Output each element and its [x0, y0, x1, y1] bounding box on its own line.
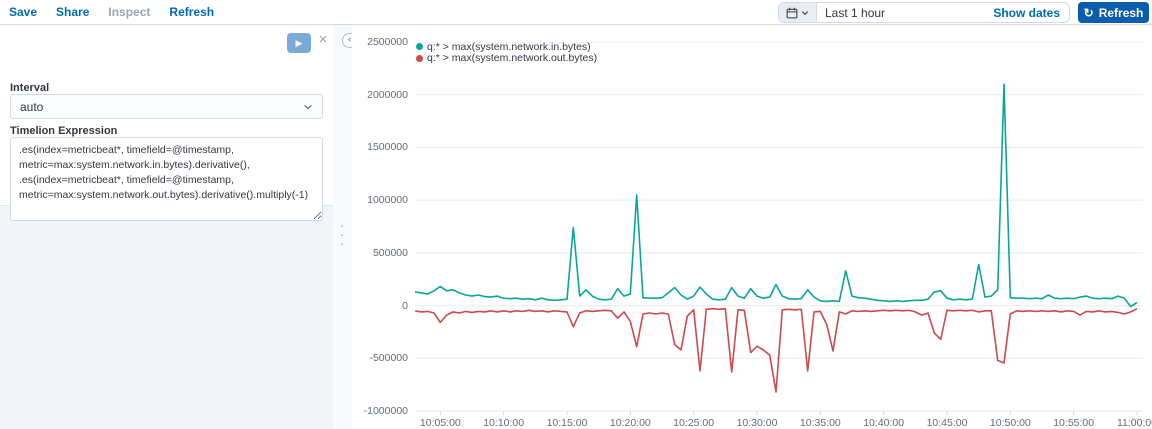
- legend-item[interactable]: q:* > max(system.network.out.bytes): [416, 52, 598, 65]
- legend-series-label: q:* > max(system.network.in.bytes): [427, 40, 591, 53]
- app-body: ▶ × Interval auto Timelion Expression .e…: [0, 25, 1152, 429]
- save-button[interactable]: Save: [9, 5, 38, 19]
- panel-resize-handle[interactable]: · · ·: [339, 218, 345, 251]
- refresh-menu-button[interactable]: Refresh: [169, 5, 215, 19]
- x-axis-tick-label: 11:00:00: [1116, 417, 1152, 429]
- chevron-left-icon: ‹: [347, 34, 352, 45]
- legend-series-dot-icon: [416, 43, 423, 51]
- y-axis-tick-label: 500000: [372, 246, 408, 259]
- close-icon[interactable]: ×: [318, 31, 328, 48]
- share-button[interactable]: Share: [56, 5, 90, 19]
- legend-series-dot-icon: [416, 54, 423, 62]
- y-axis-tick-label: 1000000: [367, 194, 408, 207]
- y-axis-tick-label: 1500000: [367, 141, 408, 154]
- legend-series-label: q:* > max(system.network.out.bytes): [427, 52, 598, 65]
- x-axis-tick-label: 10:30:00: [736, 417, 778, 429]
- refresh-icon: ↻: [1083, 5, 1094, 20]
- x-axis-tick-label: 10:50:00: [989, 417, 1031, 429]
- y-axis-tick-label: 2500000: [367, 36, 408, 48]
- inspect-button: Inspect: [108, 5, 151, 19]
- x-axis-tick-label: 10:35:00: [799, 417, 841, 429]
- quick-select-button[interactable]: [779, 3, 817, 22]
- x-axis-tick-label: 10:25:00: [673, 417, 715, 429]
- y-axis-tick-label: 2000000: [367, 88, 408, 101]
- x-axis-tick-label: 10:55:00: [1053, 417, 1095, 429]
- x-axis-tick-label: 10:20:00: [609, 417, 651, 429]
- refresh-button[interactable]: ↻ Refresh: [1078, 2, 1149, 23]
- x-axis-tick-label: 10:05:00: [419, 417, 461, 429]
- timelion-expression-label: Timelion Expression: [10, 125, 118, 137]
- chevron-down-icon: [801, 10, 809, 15]
- interval-label: Interval: [10, 82, 50, 94]
- show-dates-button[interactable]: Show dates: [993, 5, 1060, 20]
- y-axis-tick-label: -500000: [369, 352, 408, 365]
- editor-toolbar: ▶ ×: [0, 25, 333, 55]
- chart-legend: q:* > max(system.network.in.bytes) q:* > …: [416, 41, 597, 64]
- super-date-picker: Last 1 hour Show dates: [778, 2, 1070, 23]
- x-axis-tick-label: 10:40:00: [863, 417, 905, 429]
- timelion-chart-panel: q:* > max(system.network.in.bytes) q:* > …: [352, 25, 1152, 429]
- x-axis-tick-label: 10:15:00: [546, 417, 588, 429]
- legend-item[interactable]: q:* > max(system.network.in.bytes): [416, 41, 597, 53]
- chevron-down-icon: [304, 104, 312, 110]
- calendar-icon: [786, 7, 798, 18]
- run-expression-button[interactable]: ▶: [287, 33, 311, 53]
- timelion-editor-panel: ▶ × Interval auto Timelion Expression .e…: [0, 25, 333, 221]
- panel-gutter: [333, 25, 353, 429]
- line-chart: [414, 41, 1143, 415]
- y-axis-tick-label: 0: [402, 299, 408, 312]
- interval-select-value: auto: [20, 99, 44, 114]
- play-icon: ▶: [295, 37, 303, 48]
- app-menu: Save Share Inspect Refresh: [9, 0, 214, 24]
- refresh-button-label: Refresh: [1098, 5, 1144, 20]
- x-axis-tick-label: 10:45:00: [926, 417, 968, 429]
- x-axis-tick-label: 10:10:00: [483, 417, 525, 429]
- interval-select[interactable]: auto: [10, 94, 323, 119]
- timelion-expression-input[interactable]: .es(index=metricbeat*, timefield=@timest…: [10, 137, 323, 221]
- y-axis-tick-label: -1000000: [363, 405, 408, 417]
- chart-plot-area: [414, 41, 1145, 416]
- date-range-value[interactable]: Last 1 hour: [825, 5, 886, 20]
- top-menu-bar: Save Share Inspect Refresh Last 1 hour S…: [0, 0, 1152, 25]
